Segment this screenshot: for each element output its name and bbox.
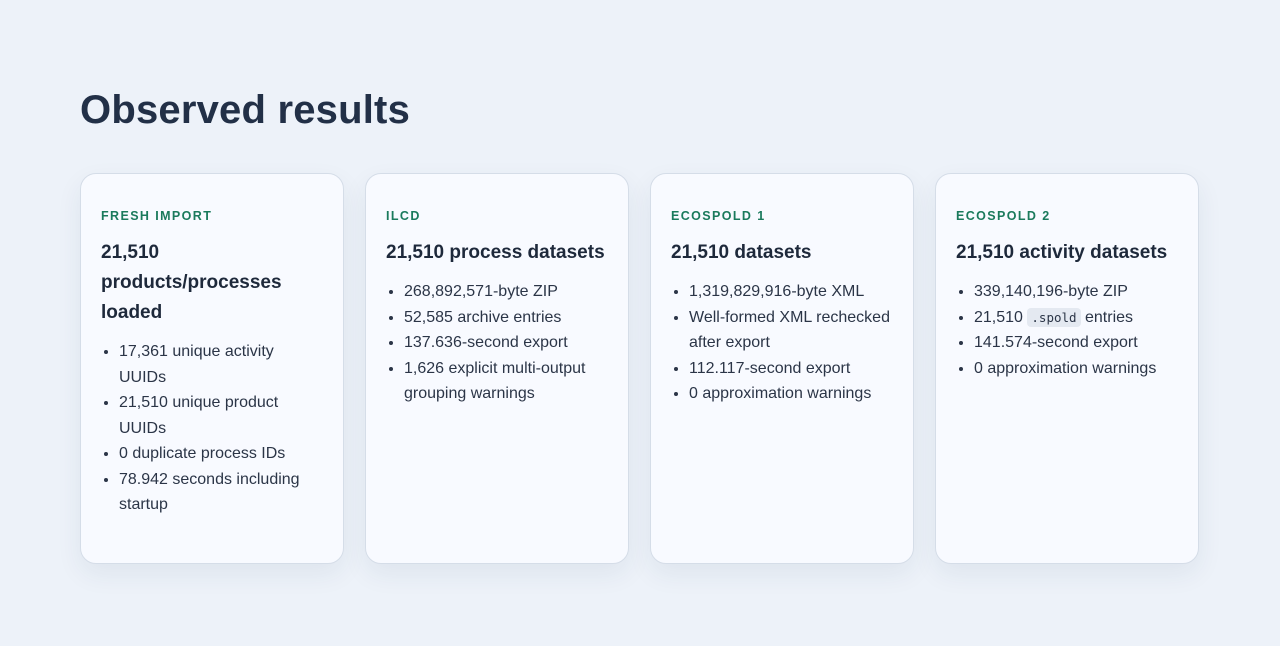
list-item: 1,319,829,916-byte XML: [689, 279, 893, 305]
list-item: 339,140,196-byte ZIP: [974, 279, 1178, 305]
card-headline: 21,510 products/processes loaded: [101, 242, 282, 323]
list-item: 0 approximation warnings: [689, 381, 893, 407]
results-cards: FRESH IMPORT 21,510 products/processes l…: [80, 173, 1200, 564]
card-list: 17,361 unique activity UUIDs 21,510 uniq…: [101, 339, 323, 518]
list-item: 0 approximation warnings: [974, 356, 1178, 382]
card-fresh-import: FRESH IMPORT 21,510 products/processes l…: [80, 173, 344, 564]
card-label: ILCD: [386, 209, 421, 223]
card-list: 339,140,196-byte ZIP 21,510 .spold entri…: [956, 279, 1178, 381]
list-item: Well-formed XML rechecked after export: [689, 305, 893, 356]
card-ecospold-2: ECOSPOLD 2 21,510 activity datasets 339,…: [935, 173, 1199, 564]
card-label: ECOSPOLD 1: [671, 209, 766, 223]
card-headline: 21,510 process datasets: [386, 242, 605, 263]
card-list: 1,319,829,916-byte XML Well-formed XML r…: [671, 279, 893, 407]
list-item: 1,626 explicit multi-output grouping war…: [404, 356, 608, 407]
list-item: 21,510 unique product UUIDs: [119, 390, 323, 441]
entry-suffix: entries: [1085, 308, 1134, 326]
list-item: 0 duplicate process IDs: [119, 441, 323, 467]
list-item: 141.574-second export: [974, 330, 1178, 356]
card-label: FRESH IMPORT: [101, 209, 213, 223]
entry-count: 21,510: [974, 308, 1023, 326]
list-item: 78.942 seconds including startup: [119, 467, 323, 518]
card-headline: 21,510 datasets: [671, 242, 812, 263]
list-item: 17,361 unique activity UUIDs: [119, 339, 323, 390]
list-item: 52,585 archive entries: [404, 305, 608, 331]
list-item: 112.117-second export: [689, 356, 893, 382]
card-ilcd: ILCD 21,510 process datasets 268,892,571…: [365, 173, 629, 564]
list-item: 137.636-second export: [404, 330, 608, 356]
page-title: Observed results: [80, 88, 411, 132]
card-headline: 21,510 activity datasets: [956, 242, 1168, 263]
card-ecospold-1: ECOSPOLD 1 21,510 datasets 1,319,829,916…: [650, 173, 914, 564]
card-list: 268,892,571-byte ZIP 52,585 archive entr…: [386, 279, 608, 407]
card-label: ECOSPOLD 2: [956, 209, 1051, 223]
list-item: 21,510 .spold entries: [974, 305, 1178, 331]
file-extension-code: .spold: [1027, 307, 1081, 327]
list-item: 268,892,571-byte ZIP: [404, 279, 608, 305]
